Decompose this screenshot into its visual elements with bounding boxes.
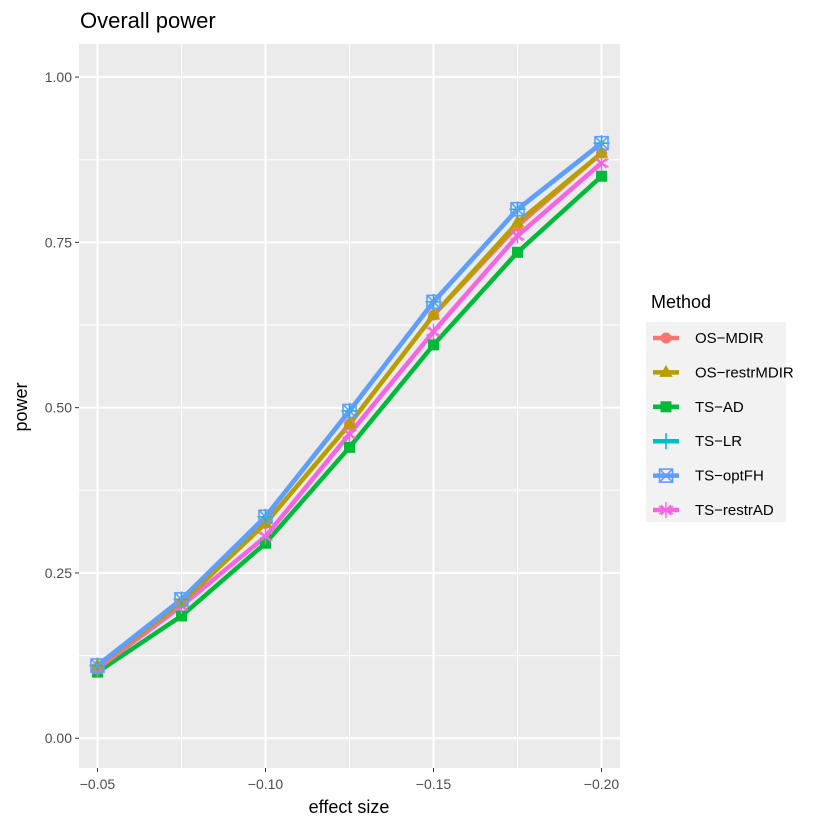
legend-item: TS−optFH (651, 463, 764, 488)
legend-key-marker (659, 364, 673, 377)
legend-item: OS−restrMDIR (651, 360, 794, 385)
data-point (510, 201, 525, 217)
y-tick-label: 1.00 (45, 69, 72, 85)
legend-key-marker (660, 401, 672, 413)
data-point (342, 403, 357, 419)
data-point (510, 227, 525, 244)
legend: Method OS−MDIR OS−restrMDIR TS−AD TS−LR TS−o… (646, 292, 794, 522)
data-point (512, 246, 524, 258)
data-point (594, 155, 609, 172)
y-tick-label: 0.00 (45, 730, 72, 746)
data-point (510, 215, 525, 228)
legend-item: TS−AD (651, 394, 744, 419)
legend-key-marker (658, 433, 674, 450)
series-points (89, 135, 610, 678)
y-tick-label: 0.75 (45, 234, 72, 250)
data-point (90, 658, 105, 673)
legend-key-marker (658, 502, 674, 518)
legend-key-marker (658, 468, 674, 483)
x-tick-label: −0.20 (584, 776, 620, 792)
legend-items: OS−MDIR OS−restrMDIR TS−AD TS−LR TS−optFH TS−… (646, 322, 794, 522)
y-tick-label: 0.25 (45, 565, 72, 581)
x-tick-label: −0.05 (80, 776, 116, 792)
x-axis: −0.05 −0.10 −0.15 −0.20 (80, 768, 620, 792)
data-point (344, 441, 355, 453)
data-point (342, 416, 357, 429)
legend-label: OS−restrMDIR (695, 364, 794, 381)
data-point (258, 528, 273, 545)
y-tick-label: 0.50 (45, 400, 72, 416)
legend-title: Method (651, 292, 711, 312)
chart-title: Overall power (80, 8, 216, 33)
legend-label: TS−AD (695, 399, 744, 416)
data-point (596, 170, 608, 182)
legend-item: OS−MDIR (651, 326, 764, 350)
y-axis-title: power (11, 382, 31, 431)
data-point (426, 307, 441, 320)
legend-item: TS−LR (651, 429, 742, 454)
data-point (594, 135, 609, 151)
legend-label: TS−restrAD (695, 502, 774, 519)
legend-label: TS−LR (695, 433, 742, 450)
data-point (426, 323, 441, 340)
data-point (342, 426, 357, 443)
data-point (258, 509, 273, 525)
data-point (174, 592, 189, 607)
data-point (426, 294, 441, 310)
legend-key-background (646, 322, 786, 522)
data-point (428, 339, 440, 351)
legend-item: TS−restrAD (651, 498, 774, 522)
x-tick-label: −0.15 (416, 776, 452, 792)
x-axis-title: effect size (309, 797, 390, 817)
legend-key-marker (660, 332, 672, 344)
data-point (594, 145, 609, 158)
legend-label: OS−MDIR (695, 330, 764, 347)
legend-label: TS−optFH (695, 468, 764, 485)
x-tick-label: −0.10 (248, 776, 284, 792)
y-axis: 0.00 0.25 0.50 0.75 1.00 (45, 69, 79, 746)
data-point (175, 610, 187, 622)
